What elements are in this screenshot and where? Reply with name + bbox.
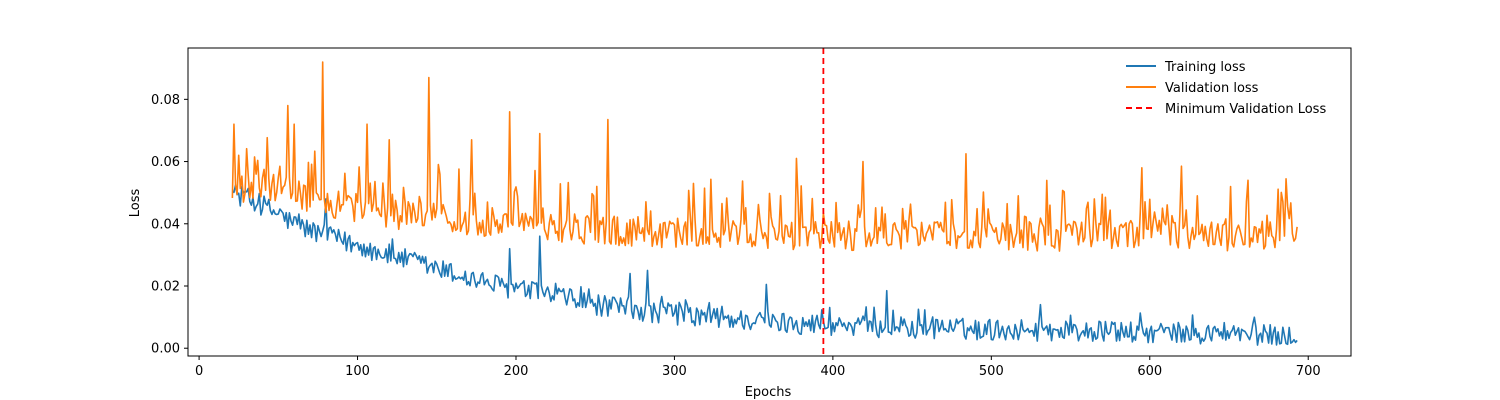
x-axis-label: Epochs <box>745 385 792 400</box>
x-tick-label: 700 <box>1296 364 1321 379</box>
x-tick-label: 0 <box>195 364 203 379</box>
x-axis: 0 100 200 300 400 500 600 700 <box>195 356 1321 379</box>
y-tick-label: 0.04 <box>151 217 180 232</box>
x-tick-label: 500 <box>979 364 1004 379</box>
y-axis: 0.00 0.02 0.04 0.06 0.08 <box>151 93 188 357</box>
y-tick-label: 0.06 <box>151 155 180 170</box>
legend: Training loss Validation loss Minimum Va… <box>1126 60 1326 117</box>
x-tick-label: 100 <box>345 364 370 379</box>
legend-label-min-val: Minimum Validation Loss <box>1165 102 1326 117</box>
y-axis-label: Loss <box>128 189 143 218</box>
legend-label-validation: Validation loss <box>1165 81 1259 96</box>
series-line-training-loss <box>231 184 1298 346</box>
x-tick-label: 600 <box>1137 364 1162 379</box>
x-tick-label: 300 <box>662 364 687 379</box>
x-tick-label: 200 <box>504 364 529 379</box>
y-tick-label: 0.02 <box>151 280 180 295</box>
y-tick-label: 0.08 <box>151 93 180 108</box>
series-line-validation-loss <box>231 61 1298 252</box>
legend-label-training: Training loss <box>1164 60 1246 75</box>
plot-frame <box>187 47 1352 357</box>
y-tick-label: 0.00 <box>151 342 180 357</box>
series-layer <box>231 61 1298 346</box>
x-tick-label: 400 <box>820 364 845 379</box>
